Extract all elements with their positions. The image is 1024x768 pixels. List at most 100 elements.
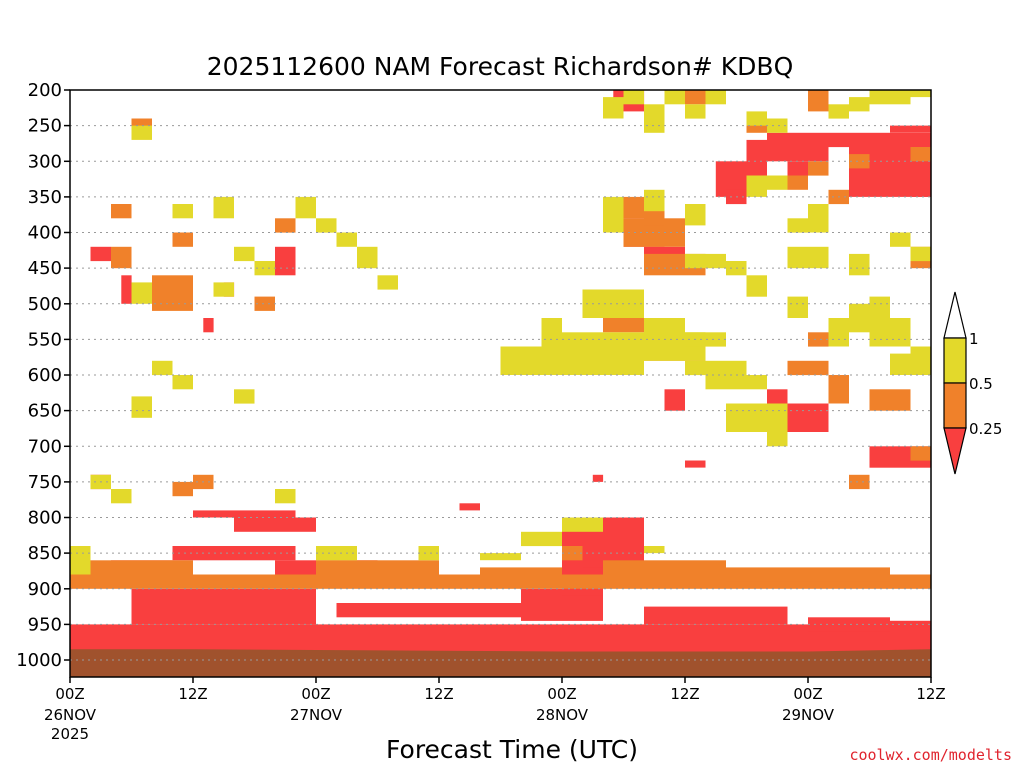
ri-cell-yellow — [787, 218, 808, 233]
colorbar: 1 0.5 0.25 — [943, 291, 1002, 475]
ri-cell-orange — [890, 389, 911, 411]
ri-cell-yellow — [787, 296, 808, 318]
ri-cell-yellow — [910, 346, 931, 375]
ri-cell-yellow — [664, 90, 685, 105]
ri-cell-orange — [828, 375, 849, 404]
y-tick-label: 1000 — [16, 650, 62, 671]
ri-cell-yellow — [890, 353, 911, 375]
ri-cell-orange — [480, 567, 562, 575]
x-tick-date: 27NOV — [290, 706, 343, 724]
ri-cell-orange — [849, 154, 870, 169]
x-tick-label: 00Z — [793, 685, 822, 703]
x-tick-label: 00Z — [301, 685, 330, 703]
ri-cell-yellow — [254, 261, 275, 276]
y-tick-label: 700 — [28, 436, 62, 457]
ri-cell-yellow — [746, 275, 767, 297]
credit-text: coolwx.com/modelts — [849, 746, 1012, 764]
y-tick-label: 600 — [28, 365, 62, 386]
ri-cell-yellow — [70, 546, 91, 575]
x-tick-date: 28NOV — [536, 706, 589, 724]
ri-cell-yellow — [316, 546, 357, 561]
x-tick-date: 29NOV — [782, 706, 835, 724]
ri-cell-orange — [111, 204, 132, 219]
ri-cell-yellow — [234, 389, 255, 404]
ri-cell-orange — [152, 275, 193, 311]
x-tick-label: 00Z — [547, 685, 576, 703]
ri-cell-orange — [808, 90, 829, 112]
ri-cell-yellow — [603, 196, 624, 233]
ri-cell-yellow — [213, 196, 234, 219]
ri-cell-yellow — [336, 232, 357, 247]
ri-cell-yellow — [685, 253, 726, 269]
ri-cell-orange — [726, 567, 890, 582]
x-axis-label: Forecast Time (UTC) — [386, 735, 638, 764]
ri-cell-yellow — [644, 318, 685, 347]
ri-cell-red — [890, 620, 931, 632]
x-tick-label: 12Z — [670, 685, 699, 703]
x-tick-year: 2025 — [51, 725, 89, 743]
y-tick-label: 500 — [28, 294, 62, 315]
ri-cell-red — [808, 617, 890, 632]
y-tick-label: 900 — [28, 579, 62, 600]
ri-cell-yellow — [767, 432, 788, 447]
ri-cell-orange — [623, 196, 644, 219]
x-tick-label: 12Z — [424, 685, 453, 703]
ri-cell-yellow — [726, 403, 788, 432]
ri-cell-orange — [90, 560, 193, 575]
ri-cell-orange — [849, 474, 870, 490]
ri-cell-red — [203, 318, 214, 333]
ri-cell-red — [910, 161, 931, 197]
ri-cell-red — [828, 132, 931, 148]
ri-cell-yellow — [787, 246, 829, 269]
colorbar-segment-yellow — [943, 337, 967, 384]
x-tick-label: 00Z — [55, 685, 84, 703]
ri-cell-orange — [562, 546, 583, 561]
x-tick-date: 26NOV — [44, 706, 97, 724]
ri-cell-yellow — [111, 489, 132, 504]
y-tick-label: 550 — [28, 329, 62, 350]
ri-cell-red — [336, 603, 521, 618]
y-tick-label: 950 — [28, 614, 62, 635]
y-tick-label: 450 — [28, 258, 62, 279]
ri-cell-orange — [787, 360, 829, 376]
ri-cell-yellow — [172, 375, 193, 390]
colorbar-top-arrow — [943, 291, 967, 339]
ri-cell-orange — [70, 574, 931, 589]
ri-cell-orange — [869, 389, 890, 411]
ri-cell-red — [90, 246, 111, 262]
ri-cell-red — [664, 389, 685, 411]
y-tick-label: 650 — [28, 401, 62, 422]
x-tick-label: 12Z — [178, 685, 207, 703]
y-tick-label: 850 — [28, 543, 62, 564]
ri-cell-yellow — [295, 196, 316, 219]
y-tick-label: 800 — [28, 508, 62, 529]
ri-cell-yellow — [603, 97, 624, 119]
ri-cell-orange — [316, 560, 439, 575]
ri-cell-red — [787, 161, 808, 176]
chart-title: 2025112600 NAM Forecast Richardson# KDBQ — [207, 52, 794, 81]
y-axis-ticks: 200 250 300 350 400 450 500 550 600 650 700 750 800 8… — [16, 80, 70, 671]
ri-cell-yellow — [869, 90, 911, 105]
ri-cell-yellow — [623, 90, 644, 105]
ri-cell-orange — [603, 318, 644, 333]
ri-cell-yellow — [705, 375, 767, 390]
ri-cell-yellow — [849, 97, 870, 112]
ri-cell-red — [234, 517, 316, 532]
ri-cell-yellow — [644, 546, 665, 554]
ri-cell-yellow — [275, 489, 296, 504]
ri-cell-yellow — [890, 318, 911, 347]
ri-cell-red — [70, 624, 931, 653]
ri-cell-orange — [685, 90, 706, 105]
ri-cell-red — [592, 474, 604, 482]
ri-cell-yellow — [685, 360, 747, 376]
ri-cell-yellow — [521, 531, 562, 547]
ri-cell-yellow — [890, 232, 911, 247]
ri-cell-yellow — [377, 275, 398, 290]
ri-cell-yellow — [828, 318, 849, 347]
ri-cell-red — [685, 460, 706, 468]
y-tick-label: 200 — [28, 80, 62, 101]
ri-cell-yellow — [849, 303, 870, 333]
ri-cell-yellow — [603, 289, 624, 311]
ri-cell-orange — [808, 161, 829, 176]
